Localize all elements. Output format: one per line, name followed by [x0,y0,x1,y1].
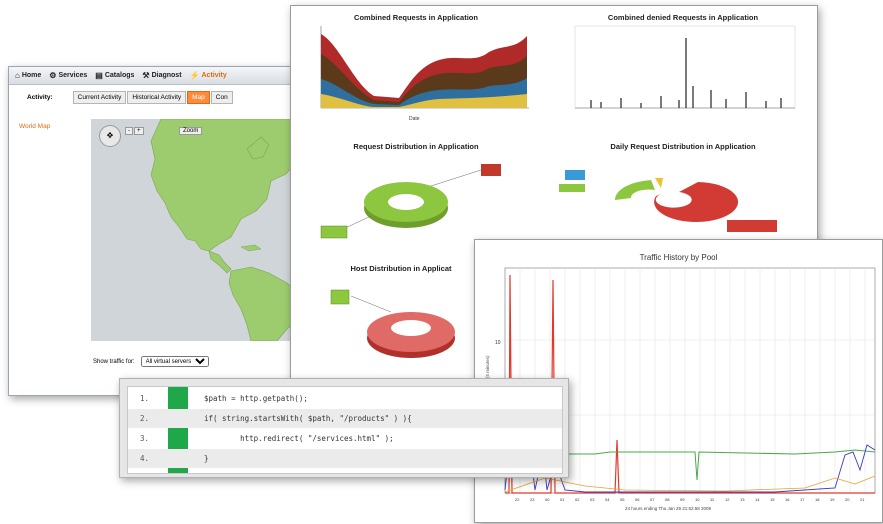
x-tick: 13 [740,497,745,502]
pan-control[interactable]: ✥ [99,125,121,147]
x-tick: 15 [770,497,775,502]
x-tick: 18 [815,497,820,502]
filter-label: Show traffic for: [93,358,135,365]
code-line: 4. } [128,449,562,468]
x-tick: 14 [755,497,760,502]
home-icon: ⌂ [15,71,20,80]
map-window: ⌂ Home ⚙ Services ▤ Catalogs ⚒ Diagnost … [8,66,308,396]
chart3-title: Request Distribution in Application [353,142,479,151]
code-text: http.redirect( "/services.html" ); [204,434,394,443]
toolbar-diagnose-label: Diagnost [151,72,182,79]
x-tick: 10 [695,497,700,502]
toolbar-home[interactable]: ⌂ Home [15,71,41,80]
toolbar-activity[interactable]: ⚡ Activity [190,71,227,80]
x-tick: 20 [845,497,850,502]
x-tick: 16 [785,497,790,502]
line-number: 2. [140,414,150,423]
x-tick: 00 [545,497,550,502]
x-tick: 19 [830,497,835,502]
toolbar-activity-label: Activity [201,72,227,79]
host-distribution-donut [330,289,455,358]
wrench-icon: ⚒ [142,71,150,80]
x-tick: 07 [650,497,655,502]
zoom-in-button[interactable]: + [134,127,144,135]
tab-current-activity[interactable]: Current Activity [72,90,127,104]
line-number: 3. [140,434,150,443]
request-distribution-donut [320,164,501,239]
code-editor-window: 1. $path = http.getpath(); 2. if( string… [119,378,569,478]
toolbar-diagnose[interactable]: ⚒ Diagnost [142,71,181,80]
traffic-chart-title: Traffic History by Pool [639,253,718,262]
x-tick: 22 [515,497,520,502]
x-tick: 02 [575,497,580,502]
x-tick: 23 [530,497,535,502]
x-tick: 03 [590,497,595,502]
zoom-button[interactable]: Zoom [179,127,203,135]
x-tick: 05 [620,497,625,502]
line-number: 4. [140,454,150,463]
world-map-link[interactable]: World Map [19,123,51,130]
chart1-title: Combined Requests in Application [354,13,478,22]
traffic-footer: 24 hours ending Thu Jan 29 21:52:58 2009 [625,506,711,511]
tab-historical-activity[interactable]: Historical Activity [127,90,187,104]
x-tick: 17 [800,497,805,502]
x-tick: 21 [860,497,865,502]
chart2-title: Combined denied Requests in Application [607,13,759,22]
americas-map-graphic [150,119,299,341]
x-tick: 08 [665,497,670,502]
zoom-out-button[interactable]: - [125,127,133,135]
combined-requests-chart: Date [320,26,529,122]
line-number: 1. [140,394,150,403]
x-tick: 06 [635,497,640,502]
chart1-x-caption: Date [409,116,420,122]
world-map[interactable]: ✥ - + Zoom [91,119,299,341]
tab-map[interactable]: Map [187,90,210,104]
code-line: 2. if( string.startsWith( $path, "/produ… [128,409,562,428]
x-tick: 11 [710,497,715,502]
toolbar-services[interactable]: ⚙ Services [49,71,87,80]
y-tick-10: 10 [495,340,501,346]
x-tick: 09 [680,497,685,502]
traffic-x-ticks: 22 23 00 01 02 03 04 05 06 07 08 09 10 1… [515,497,865,502]
code-text: $path = http.getpath(); [204,394,308,403]
catalogs-icon: ▤ [95,71,103,80]
activity-tabs: Activity: Current Activity Historical Ac… [9,89,307,105]
map-toolbar: ⌂ Home ⚙ Services ▤ Catalogs ⚒ Diagnost … [9,67,307,85]
toolbar-home-label: Home [21,72,42,79]
toolbar-catalogs[interactable]: ▤ Catalogs [95,71,134,80]
daily-request-donut [559,170,777,232]
x-tick: 12 [725,497,730,502]
toolbar-catalogs-label: Catalogs [104,72,135,79]
tab-con[interactable]: Con [210,90,233,104]
code-text: if( string.startsWith( $path, "/products… [204,414,412,423]
code-line: 3. http.redirect( "/services.html" ); [128,429,562,448]
toolbar-services-label: Services [58,72,88,79]
x-tick: 04 [605,497,610,502]
chart5-title: Host Distribution in Applicat [350,264,452,273]
services-icon: ⚙ [49,71,57,80]
filter-select[interactable]: All virtual servers [140,356,209,367]
traffic-filter: Show traffic for: All virtual servers [93,356,209,367]
code-editor[interactable]: 1. $path = http.getpath(); 2. if( string… [127,386,563,474]
code-line: 1. $path = http.getpath(); [128,389,562,408]
chart4-title: Daily Request Distribution in Applicatio… [610,142,756,151]
denied-requests-chart [574,25,796,109]
activity-icon: ⚡ [189,71,200,80]
activity-label: Activity: [27,93,53,101]
x-tick: 01 [560,497,565,502]
code-text: } [204,454,209,463]
